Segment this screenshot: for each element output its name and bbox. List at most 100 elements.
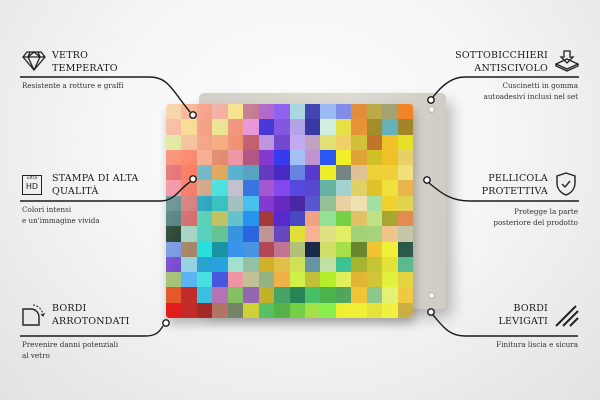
mosaic-tile <box>382 272 398 288</box>
mosaic-tile <box>351 165 367 181</box>
mosaic-tile <box>274 241 290 257</box>
mosaic-tile <box>335 210 352 227</box>
mosaic-tile <box>196 272 213 288</box>
mosaic-tile <box>366 241 383 257</box>
mosaic-tile <box>196 256 213 273</box>
mosaic-tile <box>227 165 244 181</box>
title-line: QUALITÀ <box>52 185 99 197</box>
mosaic-tile <box>258 287 275 303</box>
callout-dot <box>162 319 170 327</box>
title-line: BORDI <box>52 303 87 314</box>
feature-title-tempered-glass: VETRO TEMPERATO <box>52 50 118 75</box>
mosaic-tile <box>320 180 336 196</box>
mosaic-tile <box>196 104 213 120</box>
mosaic-tile <box>212 241 228 257</box>
mosaic-tile <box>274 302 290 318</box>
mosaic-tile <box>181 119 197 135</box>
title-line: ARROTONDATI <box>52 315 130 327</box>
mosaic-tile <box>351 256 367 273</box>
feature-description-rounded-edges: Prevenire danni potenziali al vetro <box>22 339 118 361</box>
mosaic-tile <box>243 256 259 273</box>
feature-title-smooth-edges: BORDI LEVIGATI <box>499 303 548 328</box>
mosaic-tile <box>335 104 352 120</box>
mosaic-tile <box>335 272 352 288</box>
mosaic-tile <box>320 119 336 135</box>
rounded-corner-icon <box>22 304 45 326</box>
mosaic-tile <box>397 149 413 166</box>
callout-dot <box>427 96 435 104</box>
mosaic-tile <box>274 272 290 288</box>
mosaic-tile <box>351 195 367 211</box>
mosaic-tile <box>366 195 383 211</box>
mosaic-tile <box>227 272 244 288</box>
mosaic-tile <box>320 256 336 273</box>
mosaic-tile <box>181 287 197 303</box>
mosaic-tile <box>243 302 259 318</box>
mosaic-tile <box>335 134 352 150</box>
mosaic-tile <box>258 165 275 181</box>
mosaic-tile <box>274 226 290 242</box>
mosaic-tile <box>335 195 352 211</box>
mosaic-tile <box>196 226 213 242</box>
mosaic-tile <box>196 210 213 227</box>
callout-dot <box>427 308 435 316</box>
mosaic-tile <box>351 119 367 135</box>
mosaic-tile <box>366 149 383 166</box>
mosaic-tile <box>196 165 213 181</box>
title-line: STAMPA DI ALTA <box>52 173 139 184</box>
mosaic-tile <box>289 149 305 166</box>
callout-line-rounded-edges <box>20 325 164 337</box>
feature-title-non-slip: SOTTOBICCHIERI ANTISCIVOLO <box>455 50 548 75</box>
description-line: autoadesivi inclusi nel set <box>483 92 578 101</box>
mosaic-tile <box>335 180 352 196</box>
mosaic-tile <box>382 119 398 135</box>
mosaic-tile <box>196 134 213 150</box>
mosaic-tile <box>289 272 305 288</box>
mosaic-tile <box>274 165 290 181</box>
mosaic-tile <box>289 180 305 196</box>
mosaic-tile <box>274 134 290 150</box>
title-line: VETRO <box>52 50 89 61</box>
feature-title-rounded-edges: BORDI ARROTONDATI <box>52 303 130 328</box>
mosaic-tile <box>382 302 398 318</box>
mosaic-tile <box>304 149 321 166</box>
mosaic-tile <box>227 134 244 150</box>
mosaic-tile <box>196 302 213 318</box>
mosaic-tile <box>382 134 398 150</box>
mosaic-tile <box>258 302 275 318</box>
mosaic-tile <box>181 210 197 227</box>
mosaic-tile <box>258 272 275 288</box>
non-slip-pad-icon <box>555 50 579 72</box>
mosaic-tile <box>227 195 244 211</box>
mosaic-tile <box>320 226 336 242</box>
mosaic-tile <box>181 241 197 257</box>
mosaic-tile <box>382 149 398 166</box>
mosaic-tile <box>351 104 367 120</box>
description-line: posteriore del prodotto <box>493 218 578 227</box>
mosaic-tile <box>212 256 228 273</box>
callout-line-smooth-edges <box>432 314 578 337</box>
glass-mosaic-print <box>166 104 413 318</box>
mosaic-tile <box>181 134 197 150</box>
feature-title-protective-film: PELLICOLA PROTETTIVA <box>482 173 548 198</box>
mosaic-tile <box>274 287 290 303</box>
mosaic-tile <box>243 104 259 120</box>
mosaic-tile <box>366 119 383 135</box>
mosaic-tile <box>227 119 244 135</box>
mosaic-tile <box>289 302 305 318</box>
mosaic-tile <box>181 149 197 166</box>
callout-line-non-slip <box>432 76 579 98</box>
mosaic-tile <box>397 287 413 303</box>
mosaic-tile <box>258 195 275 211</box>
mosaic-tile <box>227 302 244 318</box>
mosaic-tile <box>243 287 259 303</box>
mosaic-tile <box>351 180 367 196</box>
mosaic-tile <box>181 226 197 242</box>
mosaic-tile <box>274 119 290 135</box>
mosaic-tile <box>166 241 182 257</box>
mosaic-tile <box>166 104 182 120</box>
mosaic-tile <box>351 287 367 303</box>
mosaic-tile <box>397 195 413 211</box>
diamond-icon <box>22 51 46 71</box>
mosaic-tile <box>196 149 213 166</box>
